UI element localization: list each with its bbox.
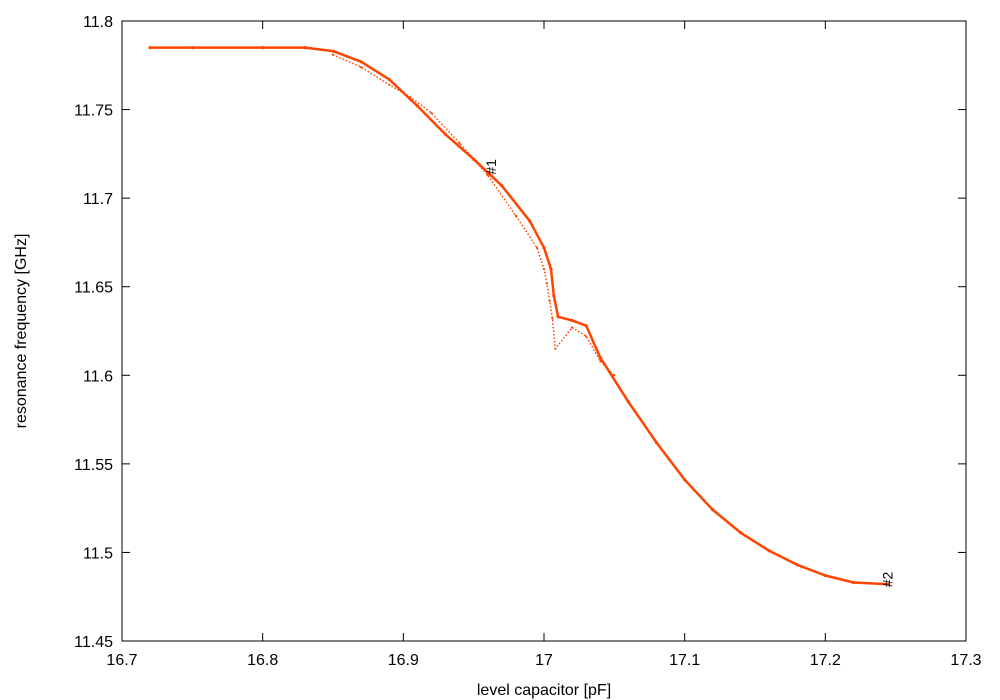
y-tick-label: 11.8 (83, 14, 113, 31)
data-point (571, 326, 574, 329)
y-tick-label: 11.7 (83, 191, 113, 208)
x-tick-label: 17.1 (669, 652, 700, 669)
data-point (554, 347, 557, 350)
data-point (443, 132, 448, 136)
data-point (486, 174, 489, 177)
data-point (823, 573, 827, 578)
data-point (767, 549, 771, 553)
data-point (430, 112, 433, 115)
data-point (548, 299, 551, 302)
data-point (535, 246, 539, 249)
data-point (303, 46, 307, 50)
data-point (331, 53, 335, 56)
data-point (388, 83, 391, 86)
data-point (360, 66, 363, 69)
series-2 (331, 53, 616, 377)
y-tick-label: 11.45 (74, 634, 113, 651)
data-marks (148, 46, 891, 586)
data-point (190, 46, 194, 50)
x-axis-label: level capacitor [pF] (477, 682, 611, 699)
data-point (613, 374, 616, 377)
x-tick-label: 17.3 (950, 652, 981, 669)
data-point (626, 400, 631, 404)
data-point (654, 441, 659, 445)
data-point (551, 317, 554, 320)
data-point (585, 335, 588, 338)
x-tick-label: 16.9 (388, 652, 419, 669)
data-point (542, 246, 546, 250)
data-point (584, 324, 588, 328)
data-point (599, 360, 602, 363)
data-point (711, 508, 715, 512)
data-point (549, 267, 553, 271)
x-tick-label: 17.2 (810, 652, 841, 669)
y-tick-label: 11.55 (74, 457, 113, 474)
data-point (851, 580, 856, 585)
series-1 (148, 46, 891, 586)
data-point (500, 184, 504, 188)
x-tick-label: 16.7 (106, 652, 137, 669)
data-point (148, 46, 152, 50)
plot-frame (121, 20, 967, 642)
data-point (409, 96, 412, 99)
data-point (795, 563, 799, 567)
y-axis-label: resonance frequency [GHz] (13, 234, 30, 429)
data-point (556, 315, 560, 319)
data-point (739, 531, 743, 535)
data-point (570, 318, 574, 322)
data-point (545, 282, 548, 285)
series-line (150, 46, 889, 586)
annotation-label: #1 (483, 159, 499, 175)
data-point (359, 60, 363, 64)
data-point (261, 46, 265, 50)
series-line (332, 54, 615, 376)
data-point (387, 77, 391, 82)
data-point (331, 49, 335, 53)
data-point (683, 478, 687, 482)
annotations: #1 #2 (483, 159, 896, 587)
y-tick-label: 11.6 (83, 368, 113, 385)
data-point (552, 294, 556, 298)
data-point (514, 214, 518, 217)
data-point (458, 142, 461, 145)
x-tick-label: 16.8 (247, 652, 278, 669)
data-point (887, 582, 891, 586)
y-tick-label: 11.65 (74, 280, 113, 297)
x-tick-label: 17 (535, 652, 553, 669)
data-point (542, 267, 546, 271)
data-point (528, 219, 532, 223)
y-tick-label: 11.5 (83, 545, 113, 562)
data-point (415, 104, 419, 108)
y-tick-label: 11.75 (74, 103, 113, 120)
ticks: 16.7 16.8 16.9 17 17.1 17.2 17.3 11.45 11.5 11.55… (74, 14, 982, 669)
annotation-label: #2 (880, 572, 896, 588)
